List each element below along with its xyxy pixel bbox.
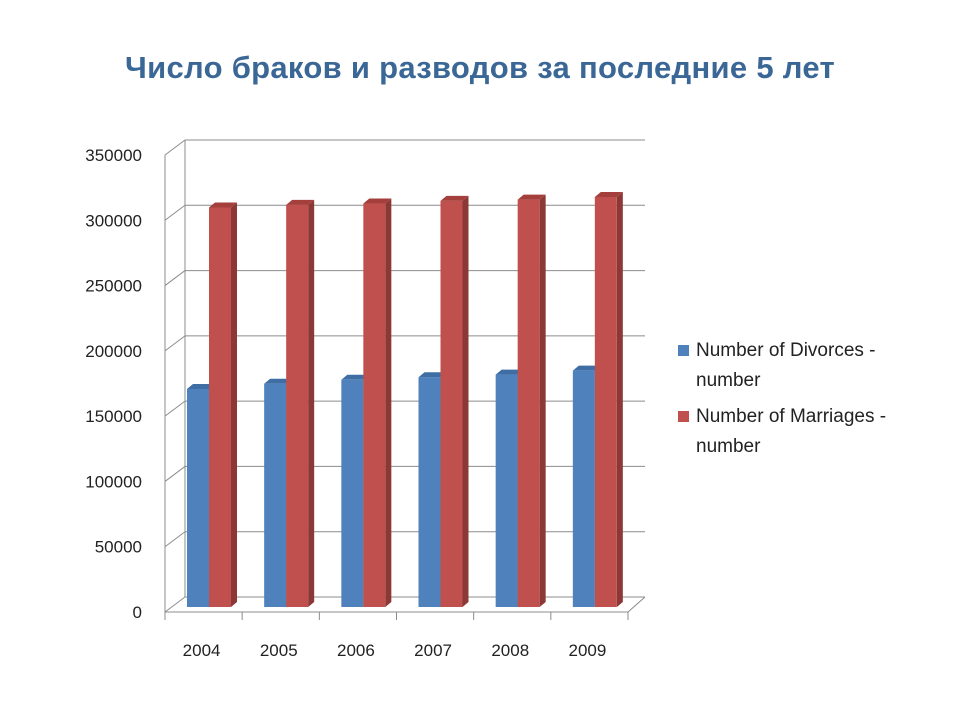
x-tick-label: 2005 (260, 641, 298, 660)
bar-side (308, 199, 315, 607)
bar-marriages-2009 (594, 192, 623, 607)
gridline-side (164, 270, 186, 286)
gridline-side (164, 596, 186, 613)
bar-front (440, 200, 463, 607)
bar-front (341, 379, 364, 607)
x-tick-label: 2009 (569, 641, 607, 660)
bar-front (209, 207, 231, 608)
bar-side (539, 194, 546, 608)
y-tick-label: 200000 (85, 342, 142, 361)
bar-top (187, 383, 215, 389)
bar-top (495, 369, 524, 375)
x-tick-label: 2006 (337, 641, 375, 660)
gridline-side (164, 531, 186, 548)
gridline-side (164, 400, 186, 417)
gridline-side (164, 466, 186, 482)
floor-edge (627, 596, 646, 613)
bar-front (264, 383, 287, 607)
bar-marriages-2005 (286, 199, 315, 607)
bar-marriages-2007 (440, 195, 469, 607)
bar-top (440, 195, 469, 201)
bar-top (363, 198, 392, 204)
legend-swatch-marriages (678, 411, 689, 422)
bar-top (418, 372, 447, 378)
legend-swatch-divorces (678, 345, 689, 356)
bar-front (495, 374, 518, 607)
bar-top (264, 378, 293, 384)
gridline-side (164, 335, 186, 352)
y-tick-label: 0 (133, 603, 142, 622)
bar-side (462, 195, 469, 607)
legend-label-divorces: Number of Divorces - number (696, 340, 876, 391)
bar-top (209, 202, 237, 208)
y-tick-label: 350000 (85, 146, 142, 165)
bar-marriages-2006 (363, 198, 392, 607)
bar-top (594, 192, 623, 198)
bar-front (286, 204, 309, 607)
bar-front (517, 199, 540, 608)
bar-front (572, 370, 595, 607)
gridline-side (164, 139, 186, 156)
bar-side (385, 198, 392, 607)
chart-title: Число браков и разводов за последние 5 л… (125, 50, 835, 85)
legend-item-marriages: Number of Marriages - number (678, 402, 926, 462)
gridline-side (164, 204, 186, 221)
bar-marriages-2004 (209, 202, 237, 608)
legend-item-divorces: Number of Divorces - number (678, 336, 926, 396)
x-tick-label: 2008 (491, 641, 529, 660)
x-tick-label: 2004 (183, 641, 221, 660)
bar-front (187, 388, 209, 607)
bar-front (418, 377, 441, 607)
y-tick-label: 300000 (85, 211, 142, 230)
bar-top (572, 365, 601, 371)
bar-side (231, 202, 237, 608)
bar-front (594, 197, 617, 607)
y-tick-label: 250000 (85, 277, 142, 296)
y-tick-label: 100000 (85, 472, 142, 491)
bar-front (363, 203, 386, 607)
bar-side (616, 192, 623, 607)
y-tick-label: 150000 (85, 407, 142, 426)
bar-marriages-2008 (517, 194, 546, 608)
y-tick-label: 50000 (95, 538, 142, 557)
legend-label-marriages: Number of Marriages - number (696, 406, 887, 457)
bar-top (517, 194, 546, 200)
bar-top (286, 199, 315, 205)
bar-top (341, 374, 370, 380)
x-tick-label: 2007 (414, 641, 452, 660)
